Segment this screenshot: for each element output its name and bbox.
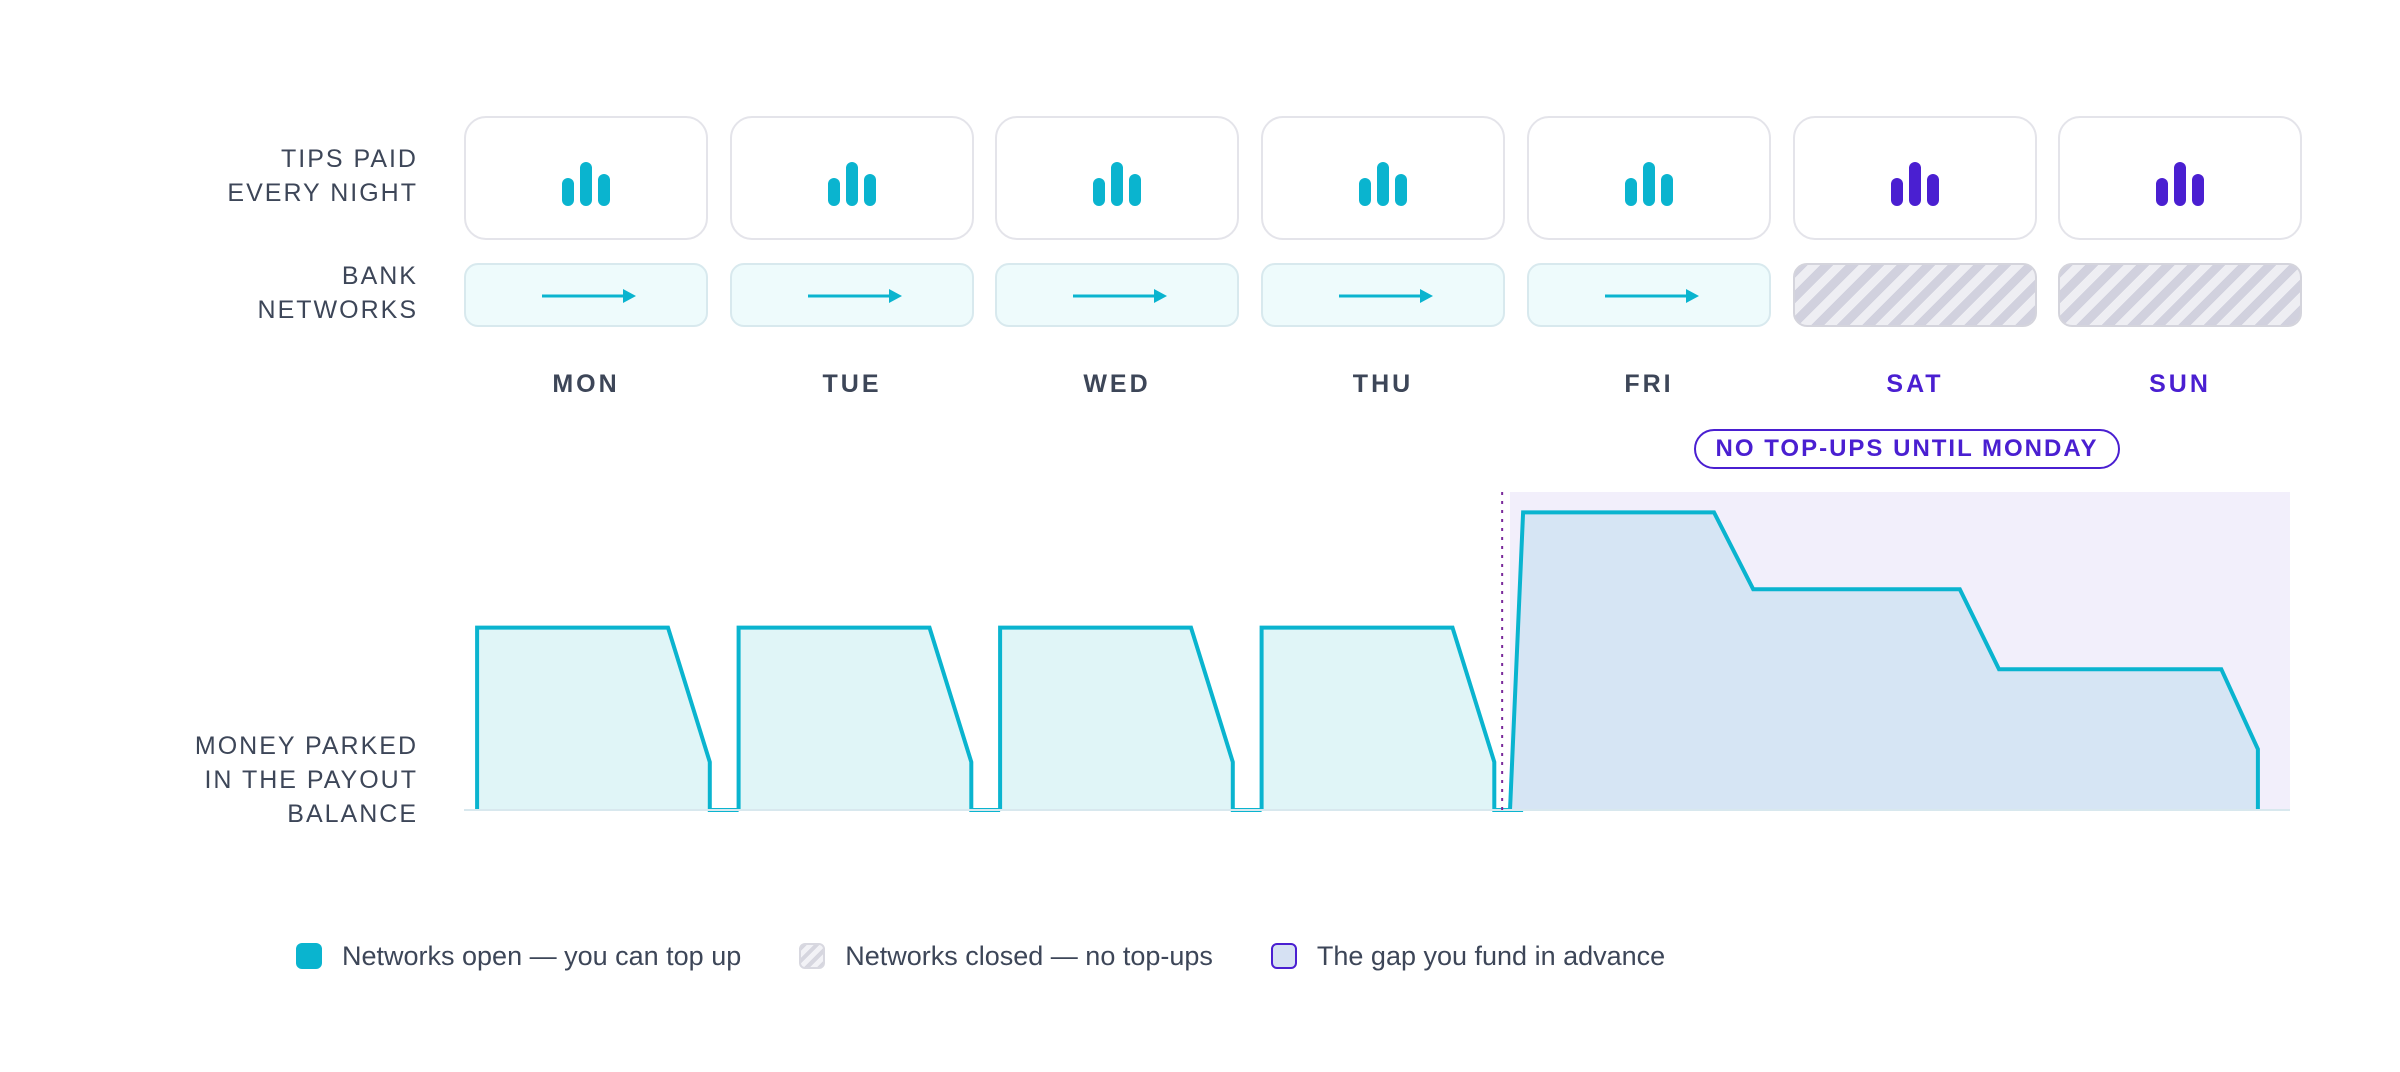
tips-bar-tue-3 bbox=[864, 174, 876, 206]
legend-item-open: Networks open — you can top up bbox=[296, 941, 741, 972]
bank-row-label: BANK NETWORKS bbox=[257, 262, 418, 324]
day-label-thu: THU bbox=[1352, 370, 1414, 398]
bar-chart-icon bbox=[1093, 162, 1141, 206]
day-label-tue: TUE bbox=[822, 370, 882, 398]
tips-bar-sun-2 bbox=[2174, 162, 2186, 206]
tips-bar-sun-3 bbox=[2192, 174, 2204, 206]
tips-bar-wed-3 bbox=[1129, 174, 1141, 206]
day-label-sun: SUN bbox=[2149, 370, 2211, 398]
legend-label-open: Networks open — you can top up bbox=[342, 940, 742, 971]
bank-cell-mon bbox=[464, 263, 708, 327]
tips-bar-sat-1 bbox=[1891, 178, 1903, 206]
bar-chart-icon bbox=[2156, 162, 2204, 206]
tips-bar-tue-1 bbox=[828, 178, 840, 206]
arrow-right-icon bbox=[1339, 289, 1433, 303]
tips-bar-sat-2 bbox=[1909, 162, 1921, 206]
bank-cell-tue bbox=[730, 263, 974, 327]
balance-row-label: MONEY PARKED IN THE PAYOUT BALANCE bbox=[194, 732, 418, 828]
tips-card-mon bbox=[464, 116, 708, 240]
tips-card-wed bbox=[995, 116, 1239, 240]
bar-chart-icon bbox=[1359, 162, 1407, 206]
bank-cell-thu bbox=[1261, 263, 1505, 327]
balance-fill-weekend-gap bbox=[1510, 512, 2258, 810]
tips-bar-mon-2 bbox=[580, 162, 592, 206]
tips-bar-thu-2 bbox=[1377, 162, 1389, 206]
tips-bar-thu-1 bbox=[1359, 178, 1371, 206]
tips-bar-sun-1 bbox=[2156, 178, 2168, 206]
tips-card-sun bbox=[2058, 116, 2302, 240]
no-top-ups-badge: NO TOP-UPS UNTIL MONDAY bbox=[1694, 429, 2120, 469]
balance-line-weekend-gap bbox=[1508, 510, 2260, 811]
legend-label-gap: The gap you fund in advance bbox=[1316, 940, 1666, 971]
tips-bar-wed-2 bbox=[1111, 162, 1123, 206]
tips-bar-thu-3 bbox=[1395, 174, 1407, 206]
tips-bar-wed-1 bbox=[1093, 178, 1105, 206]
balance-fill-mon bbox=[477, 627, 739, 810]
tips-card-tue bbox=[730, 116, 974, 240]
arrow-right-icon bbox=[542, 289, 636, 303]
day-label-fri: FRI bbox=[1624, 370, 1674, 398]
balance-fill-wed bbox=[1000, 627, 1262, 810]
bank-cell-fri bbox=[1527, 263, 1771, 327]
tips-bar-tue-2 bbox=[846, 162, 858, 206]
tips-bar-mon-3 bbox=[598, 174, 610, 206]
tips-bar-fri-3 bbox=[1661, 174, 1673, 206]
day-label-mon: MON bbox=[552, 370, 620, 398]
legend: Networks open — you can top up Networks … bbox=[296, 938, 1723, 974]
day-label-wed: WED bbox=[1083, 370, 1151, 398]
bar-chart-icon bbox=[1891, 162, 1939, 206]
legend-swatch-open bbox=[296, 943, 322, 969]
legend-item-gap: The gap you fund in advance bbox=[1270, 940, 1666, 972]
tips-bar-fri-2 bbox=[1643, 162, 1655, 206]
bar-chart-icon bbox=[1625, 162, 1673, 206]
tips-card-thu bbox=[1261, 116, 1505, 240]
arrow-right-icon bbox=[1073, 289, 1167, 303]
day-label-sat: SAT bbox=[1886, 370, 1944, 398]
tips-card-sat bbox=[1793, 116, 2037, 240]
balance-fill-thu bbox=[1261, 627, 1524, 810]
tips-bar-fri-1 bbox=[1625, 178, 1637, 206]
bar-chart-icon bbox=[562, 162, 610, 206]
arrow-right-icon bbox=[808, 289, 902, 303]
legend-swatch-gap bbox=[1270, 943, 1297, 969]
tips-card-fri bbox=[1527, 116, 1771, 240]
arrow-right-icon bbox=[1605, 289, 1699, 303]
tips-bar-mon-1 bbox=[562, 178, 574, 206]
legend-item-closed: Networks closed — no top-ups bbox=[799, 941, 1213, 972]
bank-cell-sat bbox=[1793, 263, 2037, 327]
bank-cell-sun bbox=[2058, 263, 2302, 327]
balance-fill-tue bbox=[738, 627, 1001, 810]
bank-cell-wed bbox=[995, 263, 1239, 327]
legend-swatch-closed bbox=[799, 943, 826, 969]
tips-row-label: TIPS PAID EVERY NIGHT bbox=[227, 145, 418, 207]
legend-label-closed: Networks closed — no top-ups bbox=[845, 940, 1213, 971]
bar-chart-icon bbox=[828, 162, 876, 206]
tips-bar-sat-3 bbox=[1927, 174, 1939, 206]
